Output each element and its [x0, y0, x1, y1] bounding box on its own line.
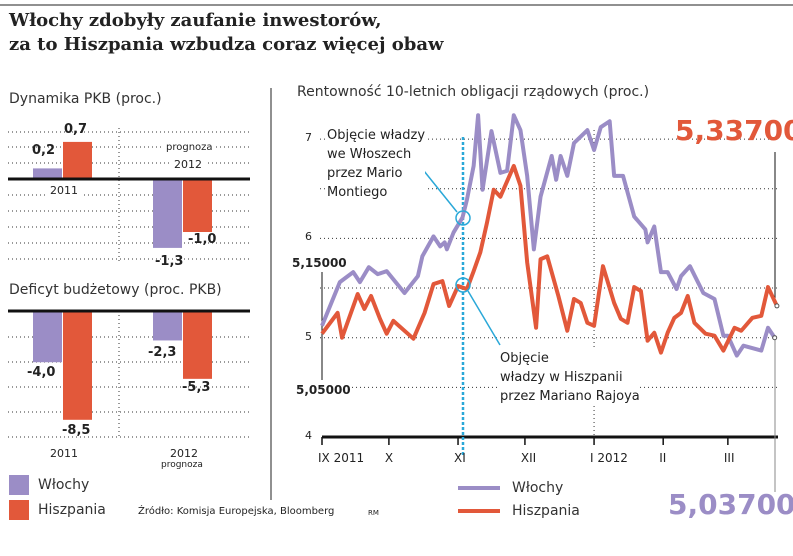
- headline: Włochy zdobyły zaufanie inwestorów, za t…: [9, 9, 444, 57]
- end-dot: [774, 303, 780, 309]
- gdp-category-2012-note: prognoza: [163, 142, 216, 153]
- monti-highlight-circle: [455, 210, 471, 226]
- legend-label-spain: Hiszpania: [38, 502, 106, 518]
- monti-annotation-line: Objęcie władzy: [327, 128, 426, 143]
- line-legend-label-spain: Hiszpania: [512, 503, 580, 519]
- legend-swatch-spain: [9, 500, 29, 520]
- source-note: Źródło: Komisja Europejska, Bloomberg: [138, 506, 335, 517]
- gdp-category-2011: 2011: [47, 184, 81, 197]
- rajoy-leader-line: [467, 290, 501, 346]
- gdp-bar-italy-2011: [33, 168, 62, 179]
- gdp-spain-2011-label: 0,7: [64, 122, 88, 137]
- deficit-bar-italy-2012: [153, 311, 182, 341]
- rajoy-annotation-line: Objęcie: [500, 351, 549, 366]
- line-legend-label-italy: Włochy: [512, 480, 564, 496]
- deficit-bar-spain-2011: [63, 311, 92, 420]
- yield-chart-title: Rentowność 10-letnich obligacji rządowyc…: [297, 84, 650, 100]
- gdp-bar-italy-2012: [153, 179, 182, 248]
- deficit-category-2011: 2011: [50, 447, 78, 460]
- legend-label-italy: Włochy: [38, 477, 90, 493]
- rajoy-annotation: Objęcie władzy w Hiszpanii przez Mariano…: [500, 349, 640, 406]
- x-tick-label: XI: [454, 451, 466, 465]
- deficit-bar-spain-2012: [183, 311, 212, 379]
- gdp-category-2012: 2012: [171, 158, 205, 171]
- gdp-italy-2011-label: 0,2: [32, 143, 56, 158]
- monti-leader-line: [419, 165, 458, 213]
- x-tick-label: X: [384, 451, 394, 465]
- y-tick-label: 4: [305, 429, 312, 442]
- italy-end-value: 5,03700: [668, 488, 793, 521]
- deficit-category-2012-note: prognoza: [161, 460, 203, 470]
- gdp-bar-spain-2012: [183, 179, 212, 232]
- x-tick-label: II: [659, 451, 667, 465]
- deficit-italy-2012-label: -2,3: [148, 345, 177, 360]
- monti-annotation-line: Montiego: [327, 185, 388, 200]
- line-spain: [320, 163, 779, 355]
- headline-line-1: Włochy zdobyły zaufanie inwestorów,: [9, 10, 382, 31]
- x-tick-label: IX 2011: [318, 451, 365, 465]
- deficit-category-2012: 2012: [170, 447, 198, 460]
- author-initials: RM: [368, 509, 379, 517]
- gdp-chart-title: Dynamika PKB (proc.): [9, 91, 162, 107]
- monti-annotation-line: we Włoszech: [327, 147, 412, 162]
- y-tick-label: 5: [305, 329, 312, 343]
- deficit-chart-title: Deficyt budżetowy (proc. PKB): [9, 282, 222, 298]
- x-tick-label: III: [723, 451, 735, 465]
- rajoy-highlight-circle: [455, 277, 471, 293]
- gdp-italy-2012-label: -1,3: [155, 254, 184, 269]
- italy-start-value: 5,15000: [292, 256, 347, 270]
- rajoy-annotation-line: władzy w Hiszpanii: [500, 370, 623, 385]
- spain-start-value: 5,05000: [296, 383, 351, 397]
- deficit-spain-2012-label: -5,3: [182, 380, 211, 395]
- y-tick-label: 7: [305, 131, 312, 145]
- gdp-spain-2012-label: -1,0: [188, 232, 217, 247]
- gdp-bar-spain-2011: [63, 141, 92, 179]
- rajoy-annotation-line: przez Mariano Rajoya: [500, 389, 640, 404]
- y-tick-label: 6: [305, 230, 312, 244]
- monti-annotation-line: przez Mario: [327, 166, 403, 181]
- deficit-bar-italy-2011: [33, 311, 62, 363]
- deficit-italy-2011-label: -4,0: [27, 365, 56, 380]
- end-dot: [772, 335, 778, 341]
- legend-swatch-italy: [9, 475, 29, 495]
- x-tick-label: XII: [520, 451, 537, 465]
- deficit-spain-2011-label: -8,5: [62, 423, 91, 438]
- x-tick-label: I 2012: [590, 451, 628, 465]
- spain-end-value: 5,33700: [675, 114, 793, 147]
- monti-annotation: Objęcie władzy we Włoszech przez Mario M…: [327, 126, 426, 202]
- headline-line-2: za to Hiszpania wzbudza coraz więcej oba…: [9, 34, 444, 55]
